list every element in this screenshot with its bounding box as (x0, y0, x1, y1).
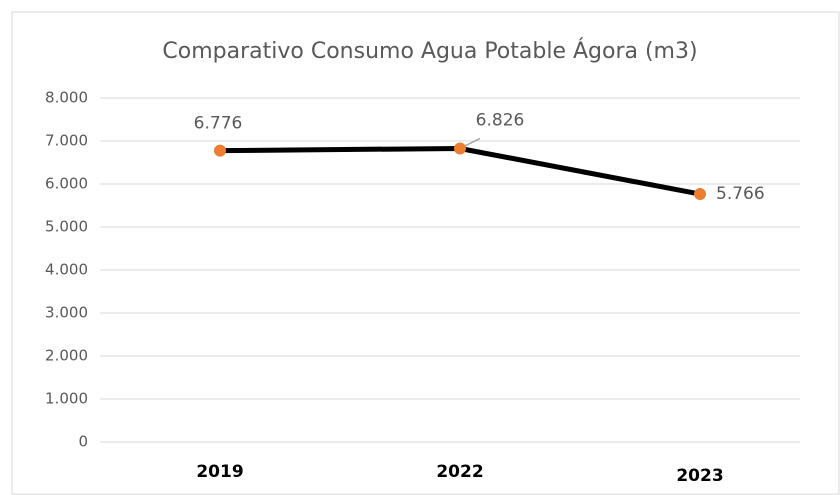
y-tick-label: 2.000 (45, 347, 88, 365)
y-tick-label: 8.000 (45, 89, 88, 107)
chart-title: Comparativo Consumo Agua Potable Ágora (… (162, 38, 697, 64)
marker (694, 188, 706, 201)
chart-border (11, 11, 840, 495)
y-tick-label: 1.000 (45, 390, 88, 408)
y-tick-label: 0 (78, 433, 88, 451)
y-tick-label: 4.000 (45, 261, 88, 279)
data-label: 6.776 (194, 114, 243, 134)
marker (214, 144, 226, 157)
marker (454, 142, 466, 155)
x-tick-label: 2022 (436, 462, 483, 482)
data-label: 6.826 (476, 110, 525, 130)
data-label: 5.766 (716, 184, 765, 204)
leader-line (463, 137, 481, 148)
y-tick-label: 3.000 (45, 304, 88, 322)
x-tick-label: 2019 (196, 462, 243, 482)
y-tick-label: 6.000 (45, 175, 88, 193)
y-tick-label: 5.000 (45, 218, 88, 236)
x-tick-label: 2023 (676, 466, 723, 486)
y-tick-label: 7.000 (45, 132, 88, 150)
